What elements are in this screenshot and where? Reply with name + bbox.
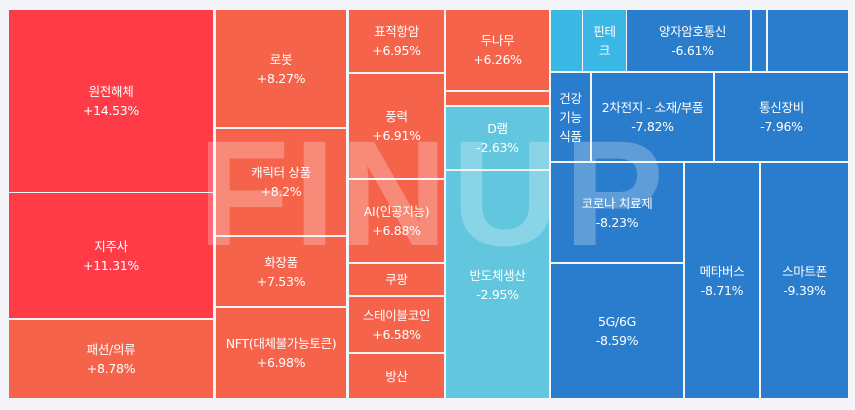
cell-label: AI(인공지능) bbox=[363, 204, 430, 219]
treemap-cell[interactable]: 스마트폰 -9.39% bbox=[761, 163, 848, 398]
cell-label: 패션/의류 bbox=[86, 342, 136, 357]
cell-label: 캐릭터 상품 bbox=[251, 165, 311, 180]
treemap-cell[interactable]: 5G/6G -8.59% bbox=[551, 264, 683, 398]
treemap-cell[interactable]: 코로나 치료제 -8.23% bbox=[551, 163, 683, 262]
treemap-cell[interactable] bbox=[752, 10, 766, 71]
cell-change: +11.31% bbox=[82, 257, 140, 273]
cell-label: 통신장비 bbox=[759, 100, 804, 115]
treemap-cell[interactable]: 로봇 +8.27% bbox=[216, 10, 346, 127]
cell-change: +6.91% bbox=[372, 128, 421, 143]
cell-label: 2차전지 - 소재/부품 bbox=[601, 100, 704, 115]
cell-change: +7.53% bbox=[256, 273, 306, 289]
cell-label: 핀테크 bbox=[593, 23, 616, 58]
cell-change: -2.95% bbox=[476, 286, 519, 302]
cell-change: -7.96% bbox=[760, 119, 803, 134]
cell-change: +6.58% bbox=[372, 326, 421, 342]
treemap-cell[interactable]: 메타버스 -8.71% bbox=[685, 163, 759, 398]
cell-change: -2.63% bbox=[476, 140, 519, 155]
cell-label: 표적항암 bbox=[374, 24, 419, 39]
treemap-cell[interactable]: 지주사 +11.31% bbox=[9, 193, 213, 318]
treemap-cell[interactable]: AI(인공지능) +6.88% bbox=[349, 180, 444, 262]
treemap-cell[interactable]: 양자암호통신 -6.61% bbox=[635, 10, 750, 71]
cell-change: -7.82% bbox=[631, 119, 674, 134]
treemap-cell[interactable]: 방산 bbox=[349, 354, 444, 398]
cell-label: 지주사 bbox=[94, 238, 128, 254]
cell-label: 스테이블코인 bbox=[362, 307, 431, 323]
treemap-cell[interactable]: 표적항암 +6.95% bbox=[349, 10, 444, 72]
treemap-cell[interactable]: 두나무 +6.26% bbox=[446, 10, 549, 90]
cell-change: -8.23% bbox=[595, 214, 639, 230]
treemap-cell[interactable]: 핀테크 bbox=[583, 10, 626, 71]
treemap-cell[interactable]: 2차전지 - 소재/부품 -7.82% bbox=[592, 73, 713, 161]
cell-change: -8.71% bbox=[700, 282, 744, 298]
treemap-cell[interactable] bbox=[768, 10, 848, 71]
cell-change: -8.59% bbox=[595, 333, 639, 348]
treemap-cell[interactable]: 쿠팡 bbox=[349, 264, 444, 295]
cell-label: 스마트폰 bbox=[782, 263, 827, 279]
treemap-cell[interactable]: 패션/의류 +8.78% bbox=[9, 320, 213, 398]
cell-change: +8.2% bbox=[260, 184, 302, 199]
treemap-cell[interactable]: 풍력 +6.91% bbox=[349, 74, 444, 178]
treemap-cell[interactable]: 원전해체 +14.53% bbox=[9, 10, 213, 192]
treemap-cell[interactable] bbox=[627, 10, 635, 71]
cell-change: +8.27% bbox=[256, 70, 306, 86]
cell-change: +6.95% bbox=[372, 43, 421, 58]
treemap-cell[interactable]: 반도체생산 -2.95% bbox=[446, 171, 549, 398]
cell-label: 쿠팡 bbox=[385, 272, 408, 287]
cell-change: +6.98% bbox=[256, 355, 306, 370]
cell-label: 건강기능식품 bbox=[559, 90, 582, 144]
cell-label: 반도체생산 bbox=[469, 267, 526, 283]
treemap-cell[interactable]: D램 -2.63% bbox=[446, 107, 549, 169]
treemap-cell[interactable] bbox=[551, 10, 582, 71]
treemap-cell[interactable]: 통신장비 -7.96% bbox=[715, 73, 848, 161]
cell-change: +6.88% bbox=[372, 223, 421, 238]
treemap-cell[interactable]: 스테이블코인 +6.58% bbox=[349, 297, 444, 352]
cell-change: -9.39% bbox=[783, 282, 826, 298]
cell-label: 5G/6G bbox=[598, 314, 636, 329]
cell-change: +8.78% bbox=[86, 361, 136, 376]
cell-label: 화장품 bbox=[264, 254, 298, 270]
cell-label: 메타버스 bbox=[699, 263, 745, 279]
cell-label: 코로나 치료제 bbox=[581, 195, 653, 211]
cell-change: -6.61% bbox=[671, 42, 714, 58]
treemap-cell[interactable]: 화장품 +7.53% bbox=[216, 237, 346, 306]
treemap-cell[interactable]: 건강기능식품 bbox=[551, 73, 590, 161]
cell-label: 양자암호통신 bbox=[658, 23, 727, 39]
cell-label: 방산 bbox=[385, 368, 408, 384]
cell-change: +6.26% bbox=[473, 52, 522, 67]
treemap-cell[interactable]: 캐릭터 상품 +8.2% bbox=[216, 129, 346, 235]
treemap-cell[interactable]: NFT(대체불가능토큰) +6.98% bbox=[216, 308, 346, 398]
cell-label: 풍력 bbox=[385, 109, 408, 124]
cell-label: NFT(대체불가능토큰) bbox=[225, 336, 337, 351]
cell-label: 로봇 bbox=[269, 51, 293, 67]
treemap-cell[interactable] bbox=[446, 92, 549, 105]
cell-label: D램 bbox=[487, 121, 508, 136]
cell-label: 두나무 bbox=[480, 33, 515, 48]
cell-label: 원전해체 bbox=[88, 84, 134, 99]
cell-change: +14.53% bbox=[82, 103, 140, 118]
